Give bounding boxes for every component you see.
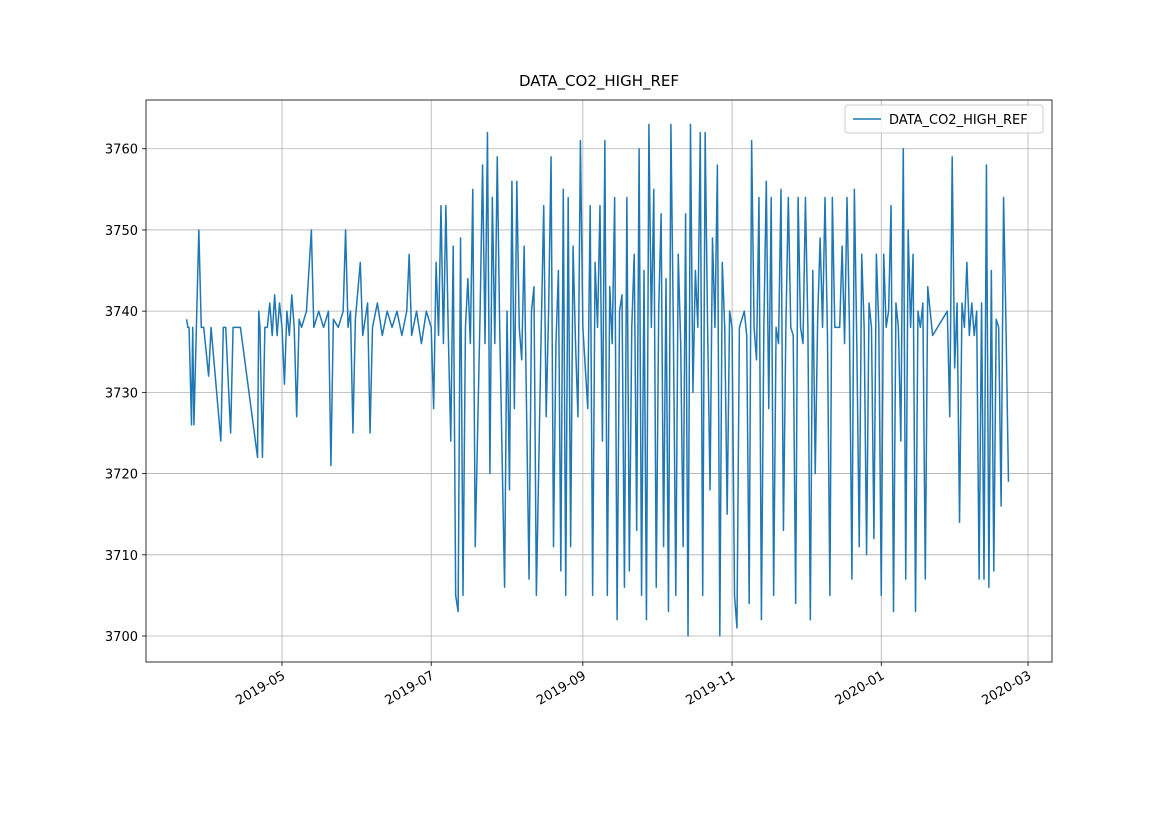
y-tick-label: 3720 (105, 468, 138, 483)
chart-title: DATA_CO2_HIGH_REF (519, 72, 679, 91)
y-tick-label: 3740 (105, 305, 138, 320)
legend-box (844, 104, 1044, 134)
y-tick-label: 3760 (105, 143, 138, 158)
y-tick-label: 3710 (105, 549, 138, 564)
legend-label: DATA_CO2_HIGH_REF (889, 113, 1028, 128)
data-line (185, 123, 1010, 637)
y-tick-label: 3750 (105, 224, 138, 239)
y-tick-label: 3730 (105, 386, 138, 401)
axes-frame (145, 99, 1053, 663)
y-tick-label: 3700 (105, 630, 138, 645)
